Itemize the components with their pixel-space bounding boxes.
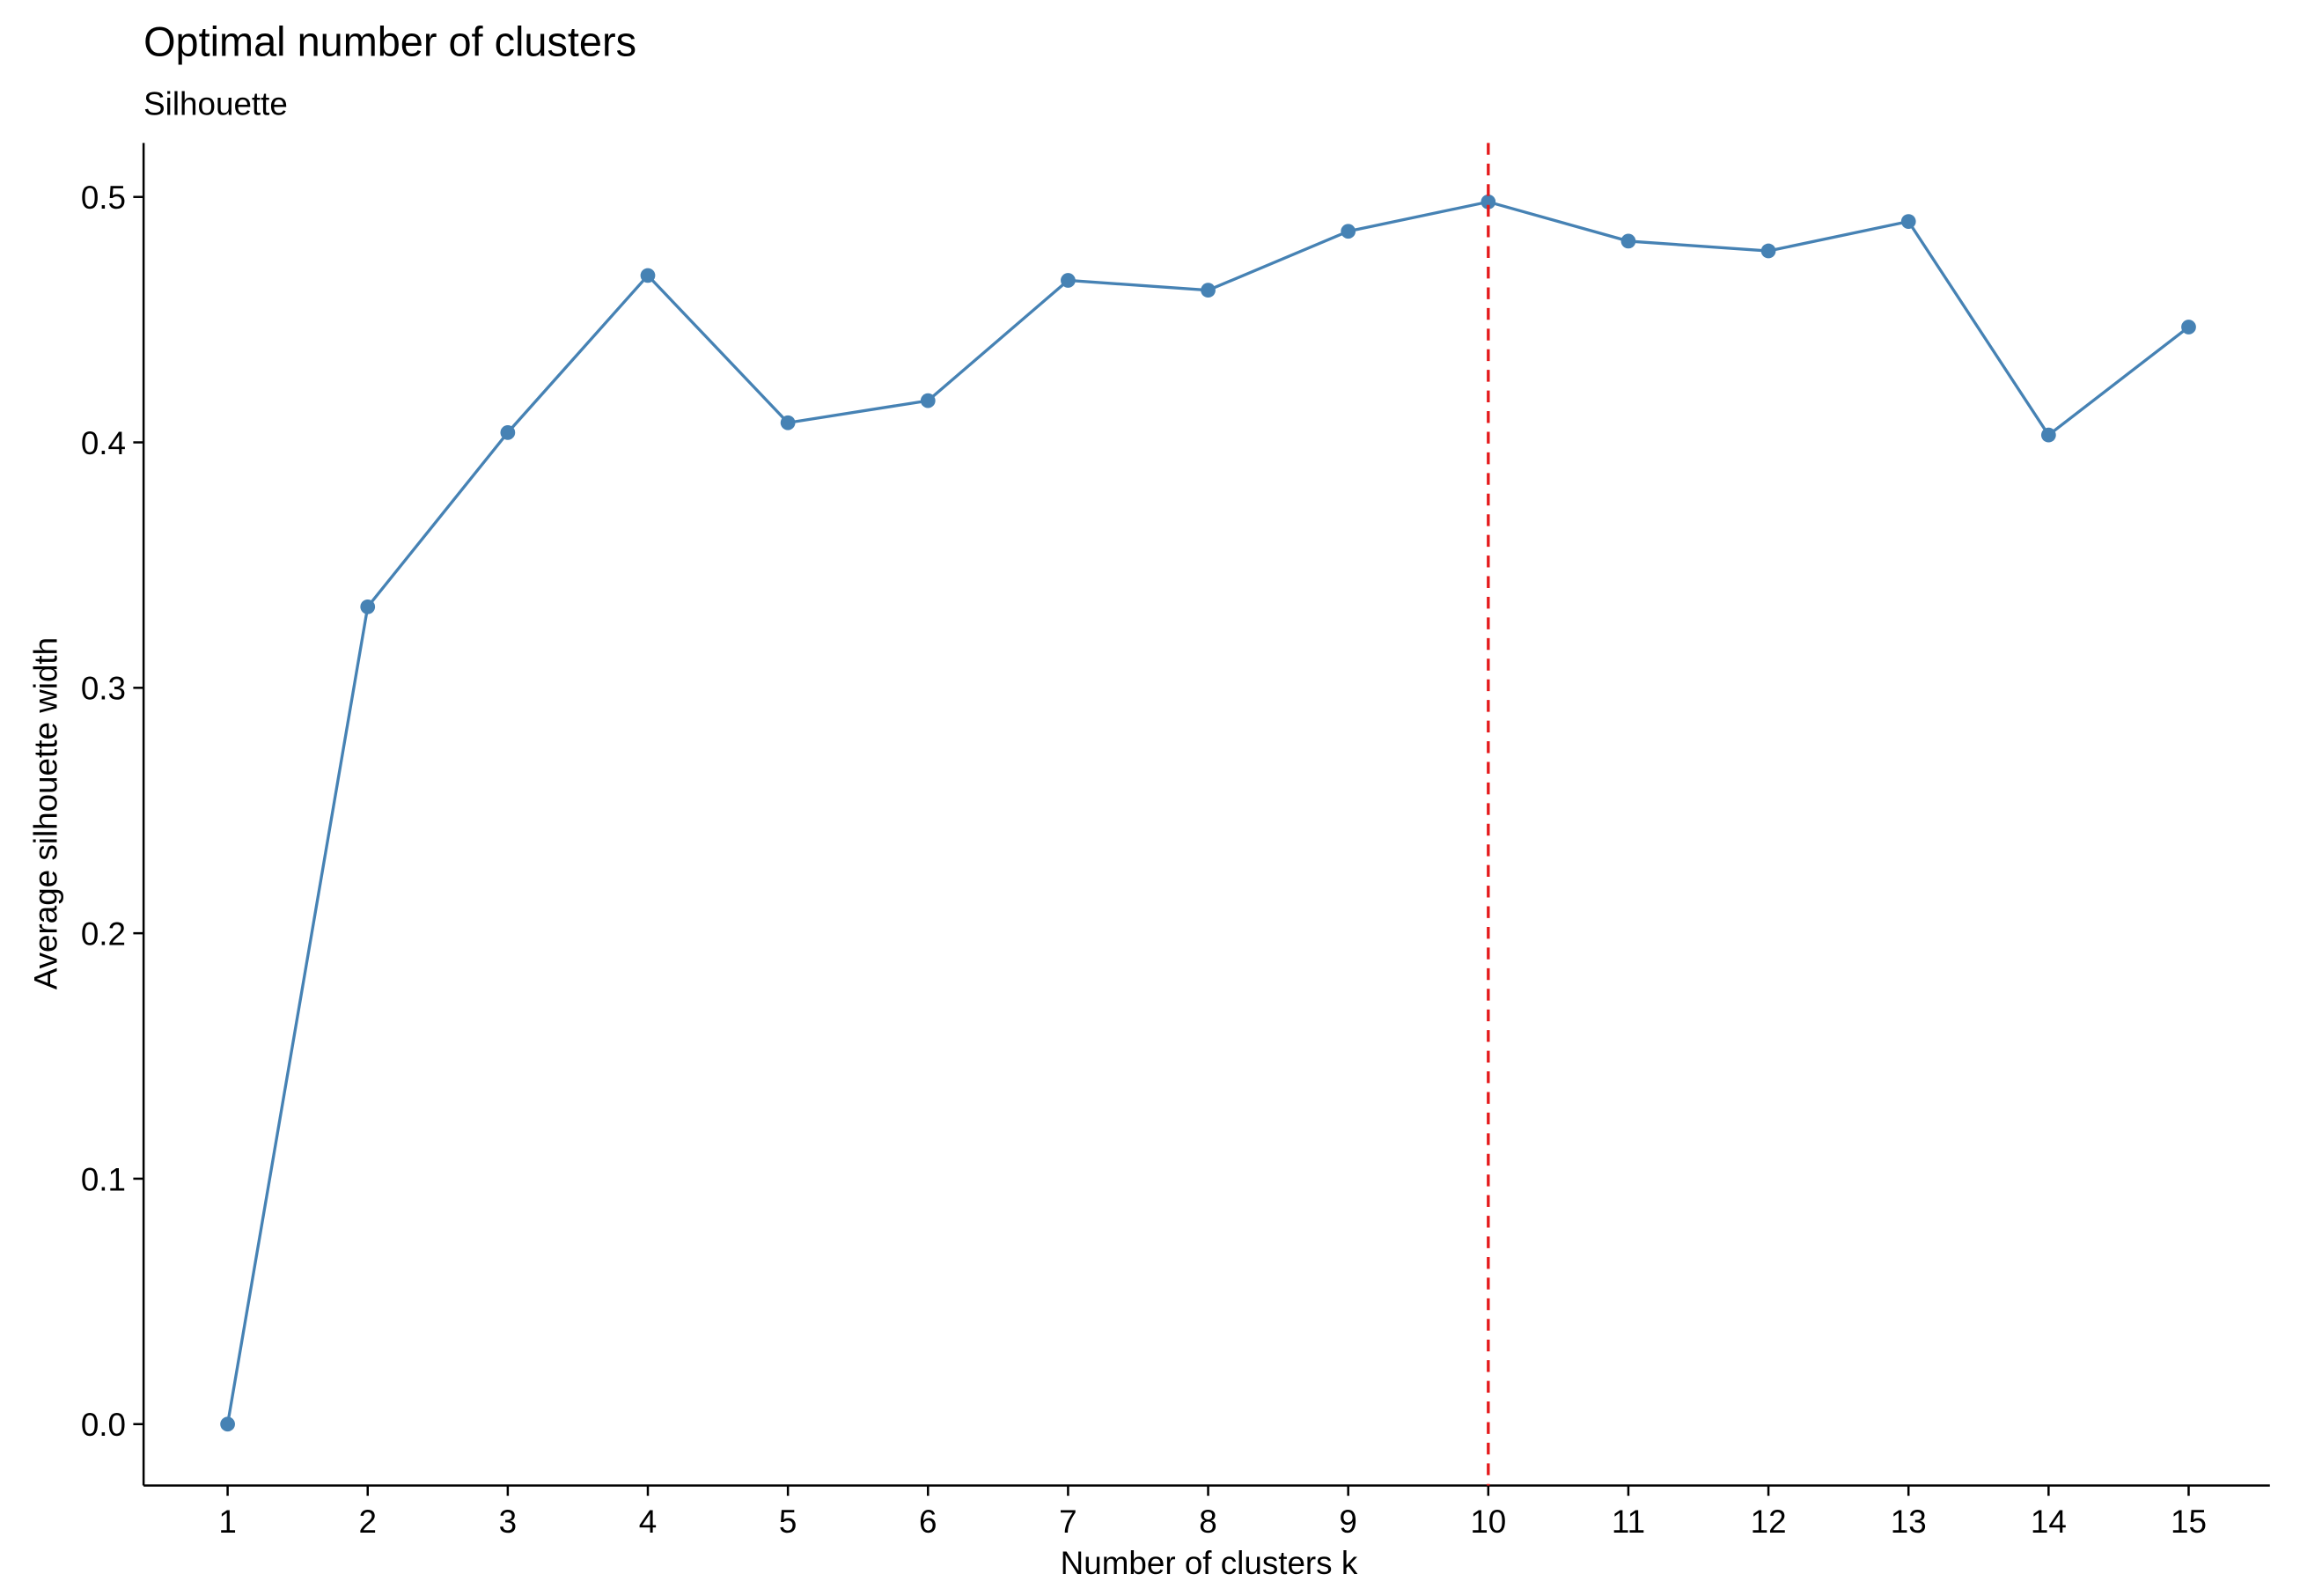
y-tick-label: 0.1 <box>81 1161 126 1197</box>
data-point <box>1481 194 1496 210</box>
data-point <box>220 1416 235 1432</box>
x-tick-label: 15 <box>2171 1504 2207 1540</box>
data-point <box>780 415 796 430</box>
data-point <box>1760 243 1776 259</box>
x-tick-label: 1 <box>218 1504 236 1540</box>
y-tick-label: 0.3 <box>81 671 126 707</box>
x-tick-label: 14 <box>2031 1504 2067 1540</box>
data-point <box>500 425 516 440</box>
y-tick-label: 0.2 <box>81 916 126 952</box>
x-tick-label: 2 <box>358 1504 376 1540</box>
x-tick-label: 5 <box>779 1504 797 1540</box>
x-tick-label: 8 <box>1199 1504 1216 1540</box>
data-point <box>920 393 936 408</box>
data-point <box>1620 233 1636 249</box>
data-point <box>1900 214 1916 229</box>
chart-title: Optimal number of clusters <box>143 19 636 65</box>
x-tick-label: 10 <box>1470 1504 1506 1540</box>
data-point <box>360 599 376 614</box>
data-point <box>1061 273 1076 288</box>
data-point <box>640 268 656 283</box>
x-tick-label: 13 <box>1891 1504 1927 1540</box>
x-axis-label: Number of clusters k <box>1061 1545 1358 1581</box>
data-point <box>2181 320 2196 335</box>
y-axis-label: Average silhouette width <box>27 637 63 989</box>
x-tick-label: 11 <box>1612 1504 1645 1540</box>
x-tick-label: 4 <box>639 1504 657 1540</box>
x-tick-label: 7 <box>1059 1504 1077 1540</box>
data-point <box>2040 427 2056 443</box>
y-tick-label: 0.4 <box>81 425 126 461</box>
chart-subtitle: Silhouette <box>143 86 288 122</box>
x-tick-label: 9 <box>1339 1504 1356 1540</box>
y-tick-label: 0.0 <box>81 1407 126 1443</box>
x-tick-label: 6 <box>919 1504 937 1540</box>
data-point <box>1201 283 1216 298</box>
x-tick-label: 3 <box>499 1504 517 1540</box>
data-point <box>1341 224 1356 239</box>
x-tick-label: 12 <box>1751 1504 1787 1540</box>
y-tick-label: 0.5 <box>81 180 126 216</box>
